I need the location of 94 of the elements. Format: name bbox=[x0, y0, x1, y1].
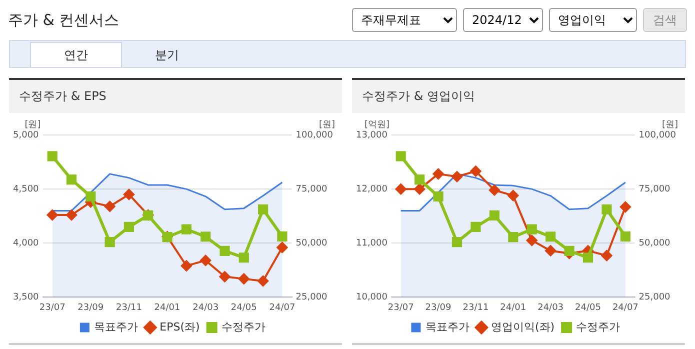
y-tick-label: 11,000 bbox=[356, 238, 388, 248]
legend-label: 수정주가 bbox=[221, 320, 266, 334]
point bbox=[66, 174, 77, 185]
point bbox=[470, 222, 481, 232]
y-tick-label: 4,000 bbox=[13, 238, 40, 248]
point bbox=[396, 151, 406, 162]
point bbox=[123, 188, 134, 200]
y2-tick-label: 75,000 bbox=[638, 184, 671, 194]
point bbox=[277, 231, 288, 242]
point bbox=[414, 184, 426, 195]
point bbox=[452, 237, 462, 248]
x-tick-label: 24/07 bbox=[269, 302, 296, 313]
x-tick-label: 24/01 bbox=[500, 302, 526, 313]
point bbox=[451, 171, 462, 182]
x-tick-label: 23/11 bbox=[462, 302, 489, 313]
y-axis-title: [원] bbox=[24, 120, 41, 130]
x-tick-label: 24/05 bbox=[230, 302, 257, 313]
point bbox=[620, 201, 631, 212]
legend-label: 수정주가 bbox=[576, 320, 620, 334]
x-tick-label: 24/03 bbox=[192, 302, 219, 313]
x-tick-label: 23/11 bbox=[116, 302, 142, 313]
x-tick-label: 24/07 bbox=[612, 302, 638, 313]
x-tick-label: 24/05 bbox=[575, 302, 601, 313]
point bbox=[620, 231, 630, 242]
point bbox=[180, 260, 192, 272]
x-tick-label: 23/09 bbox=[425, 302, 452, 313]
text: 분기 bbox=[154, 47, 180, 64]
y-tick-label: 4,500 bbox=[13, 184, 40, 194]
point bbox=[66, 210, 77, 221]
point bbox=[564, 246, 574, 256]
y-axis-title: [억원] bbox=[364, 120, 390, 130]
text: 주가 & 컨센서스 bbox=[8, 10, 120, 30]
y2-axis-title: [원] bbox=[318, 120, 335, 130]
point bbox=[200, 254, 212, 266]
point bbox=[47, 151, 58, 162]
y-tick-label: 10,000 bbox=[356, 292, 388, 303]
point bbox=[508, 232, 518, 242]
point bbox=[432, 168, 444, 180]
y2-tick-label: 50,000 bbox=[296, 238, 328, 248]
point bbox=[526, 224, 537, 234]
dropdown: 영업이익 bbox=[549, 8, 637, 32]
y-tick-label: 12,000 bbox=[356, 184, 388, 194]
point bbox=[488, 184, 500, 196]
y2-axis-title: [원] bbox=[662, 120, 678, 130]
chart-title: 수정주가 & EPS bbox=[9, 80, 342, 113]
x-tick-label: 23/07 bbox=[39, 302, 66, 313]
point bbox=[104, 237, 115, 248]
point bbox=[219, 271, 230, 282]
point bbox=[124, 222, 134, 232]
y2-tick-label: 25,000 bbox=[296, 292, 328, 303]
point bbox=[104, 200, 116, 212]
point bbox=[220, 246, 230, 256]
point bbox=[602, 204, 612, 214]
y2-tick-label: 100,000 bbox=[638, 130, 676, 140]
text: 연간 bbox=[30, 42, 122, 67]
point bbox=[508, 190, 519, 202]
x-tick-label: 23/09 bbox=[78, 302, 104, 313]
search-button: 검색 bbox=[643, 8, 687, 32]
dropdown: 2024/12 bbox=[463, 8, 543, 32]
point bbox=[601, 250, 612, 262]
y-tick-label: 3,500 bbox=[13, 292, 40, 303]
x-tick-label: 24/01 bbox=[154, 302, 180, 313]
point bbox=[46, 210, 58, 221]
point bbox=[200, 232, 211, 242]
point bbox=[86, 191, 96, 202]
point bbox=[489, 210, 500, 220]
point bbox=[582, 252, 594, 263]
point bbox=[433, 191, 444, 202]
y-tick-label: 13,000 bbox=[356, 130, 388, 140]
y2-tick-label: 100,000 bbox=[296, 130, 334, 140]
x-tick-label: 24/03 bbox=[538, 302, 564, 313]
y2-tick-label: 75,000 bbox=[296, 184, 328, 194]
chart-title: 수정주가 & 영업이익 bbox=[352, 80, 685, 113]
point bbox=[395, 184, 406, 195]
point bbox=[258, 275, 269, 286]
point bbox=[238, 273, 250, 284]
point bbox=[276, 242, 288, 253]
point bbox=[545, 245, 556, 256]
dropdown: 주재무제표 bbox=[352, 8, 457, 32]
legend-label: 목표주가 bbox=[94, 320, 138, 334]
point bbox=[546, 232, 556, 242]
point bbox=[470, 166, 482, 177]
point bbox=[181, 224, 192, 234]
y-tick-label: 5,000 bbox=[13, 130, 40, 140]
legend-label: 목표주가 bbox=[425, 320, 470, 334]
y2-tick-label: 50,000 bbox=[638, 238, 671, 248]
x-tick-label: 23/07 bbox=[388, 302, 414, 313]
point bbox=[414, 174, 425, 185]
legend-label: EPS(좌) bbox=[160, 320, 200, 334]
point bbox=[526, 234, 538, 246]
y2-tick-label: 25,000 bbox=[638, 292, 671, 303]
point bbox=[238, 252, 249, 263]
point bbox=[258, 204, 268, 214]
legend-label: 영업이익(좌) bbox=[490, 320, 555, 334]
